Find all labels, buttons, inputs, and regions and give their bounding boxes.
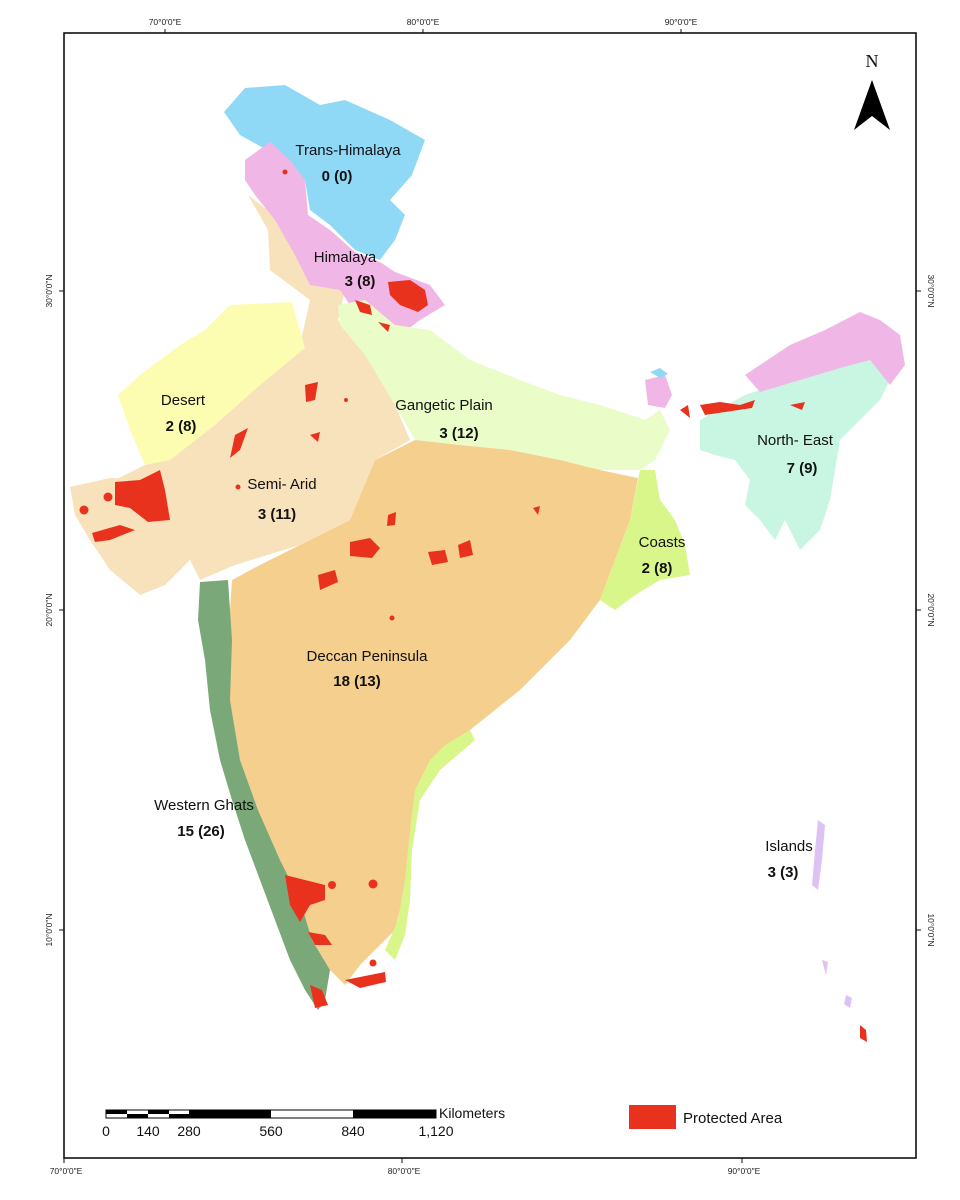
- protected-area: [235, 484, 241, 490]
- protected-area: [344, 398, 348, 402]
- region-count-semi-arid: 3 (11): [258, 506, 296, 523]
- scale-tick-560: 560: [259, 1123, 283, 1139]
- region-count-gangetic-plain: 3 (12): [439, 425, 478, 442]
- region-count-islands: 3 (3): [768, 864, 799, 881]
- scale-tick-140: 140: [136, 1123, 160, 1139]
- region-label-gangetic-plain: Gangetic Plain: [395, 397, 493, 414]
- protected-area: [310, 432, 320, 442]
- region-count-coasts: 2 (8): [642, 560, 673, 577]
- region-sikkim-top: [650, 368, 668, 378]
- protected-area: [428, 550, 448, 565]
- scale-tick-840: 840: [341, 1123, 365, 1139]
- region-count-trans-himalaya: 0 (0): [322, 168, 353, 185]
- protected-area: [328, 881, 336, 889]
- protected-area: [310, 985, 328, 1008]
- region-islands-south: [822, 960, 828, 975]
- graticule-left-3: 10°0'0"N: [44, 913, 54, 946]
- protected-area: [387, 512, 396, 526]
- protected-area: [350, 538, 380, 558]
- scale-tick-0: 0: [102, 1123, 110, 1139]
- region-trans-himalaya: [224, 85, 425, 260]
- graticule-top-1: 70°0'0"E: [149, 17, 182, 27]
- region-coasts: [600, 470, 690, 610]
- protected-area: [680, 405, 690, 418]
- north-label: N: [866, 51, 879, 71]
- protected-area: [230, 428, 248, 458]
- protected-area: [92, 525, 135, 542]
- legend-swatch-protected-area: [629, 1105, 676, 1129]
- protected-area: [368, 879, 378, 889]
- graticule-bottom-2: 80°0'0"E: [388, 1166, 421, 1176]
- legend: Protected Area: [629, 1105, 783, 1129]
- protected-area: [388, 280, 428, 312]
- graticule-left-2: 20°0'0"N: [44, 593, 54, 626]
- region-ne-himalaya: [745, 312, 905, 392]
- scale-tick-280: 280: [177, 1123, 201, 1139]
- region-coasts-south: [385, 730, 475, 960]
- scale-unit: Kilometers: [439, 1105, 505, 1121]
- protected-area: [285, 875, 325, 922]
- region-label-deccan: Deccan Peninsula: [307, 648, 429, 665]
- protected-area: [79, 505, 89, 515]
- protected-area: [305, 382, 318, 402]
- legend-label-protected-area: Protected Area: [683, 1110, 783, 1127]
- graticule-bottom-3: 90°0'0"E: [728, 1166, 761, 1176]
- scale-tick-1120: 1,120: [418, 1123, 453, 1139]
- graticule-left-1: 30°0'0"N: [44, 274, 54, 307]
- protected-area: [345, 972, 386, 988]
- region-gangetic-plain: [338, 300, 670, 470]
- region-label-western-ghats: Western Ghats: [154, 797, 254, 814]
- north-arrow-icon: [854, 80, 890, 130]
- protected-area: [378, 322, 390, 332]
- graticule-right-3: 10°0'0"N: [926, 913, 936, 946]
- protected-area: [318, 570, 338, 590]
- region-islands-north: [812, 820, 825, 890]
- region-count-himalaya: 3 (8): [345, 273, 376, 290]
- graticule-top-2: 80°0'0"E: [407, 17, 440, 27]
- protected-areas: [79, 169, 867, 1042]
- protected-area: [369, 959, 377, 967]
- protected-area: [389, 615, 395, 621]
- region-sikkim: [645, 375, 672, 408]
- protected-area: [860, 1025, 867, 1042]
- graticule-top-3: 90°0'0"E: [665, 17, 698, 27]
- region-desert: [118, 302, 305, 465]
- region-label-north-east: North- East: [757, 432, 834, 449]
- region-label-semi-arid: Semi- Arid: [247, 476, 316, 493]
- protected-area: [308, 932, 332, 945]
- graticule-ticks: [59, 29, 921, 1163]
- region-labels: Trans-Himalaya 0 (0) Himalaya 3 (8) Dese…: [154, 142, 834, 881]
- region-label-desert: Desert: [161, 392, 206, 409]
- protected-area: [458, 540, 473, 558]
- protected-area: [533, 506, 540, 515]
- region-label-himalaya: Himalaya: [314, 249, 377, 266]
- region-count-western-ghats: 15 (26): [177, 823, 225, 840]
- protected-area: [355, 300, 372, 315]
- protected-area: [700, 400, 755, 415]
- region-count-north-east: 7 (9): [787, 460, 818, 477]
- protected-area: [115, 470, 170, 522]
- region-label-islands: Islands: [765, 838, 813, 855]
- protected-area: [282, 169, 288, 175]
- scale-bar: Kilometers 0 140 280 560 840 1,120: [102, 1105, 505, 1139]
- region-count-desert: 2 (8): [166, 418, 197, 435]
- region-islands-bottom: [844, 995, 852, 1008]
- protected-area: [103, 492, 113, 502]
- region-count-deccan: 18 (13): [333, 673, 381, 690]
- region-label-trans-himalaya: Trans-Himalaya: [295, 142, 401, 159]
- region-label-coasts: Coasts: [639, 534, 686, 551]
- graticule-right-2: 20°0'0"N: [926, 593, 936, 626]
- graticule-right-1: 30°0'0"N: [926, 274, 936, 307]
- north-arrow: N: [854, 51, 890, 130]
- protected-area: [790, 402, 805, 410]
- graticule-bottom-1: 70°0'0"E: [50, 1166, 83, 1176]
